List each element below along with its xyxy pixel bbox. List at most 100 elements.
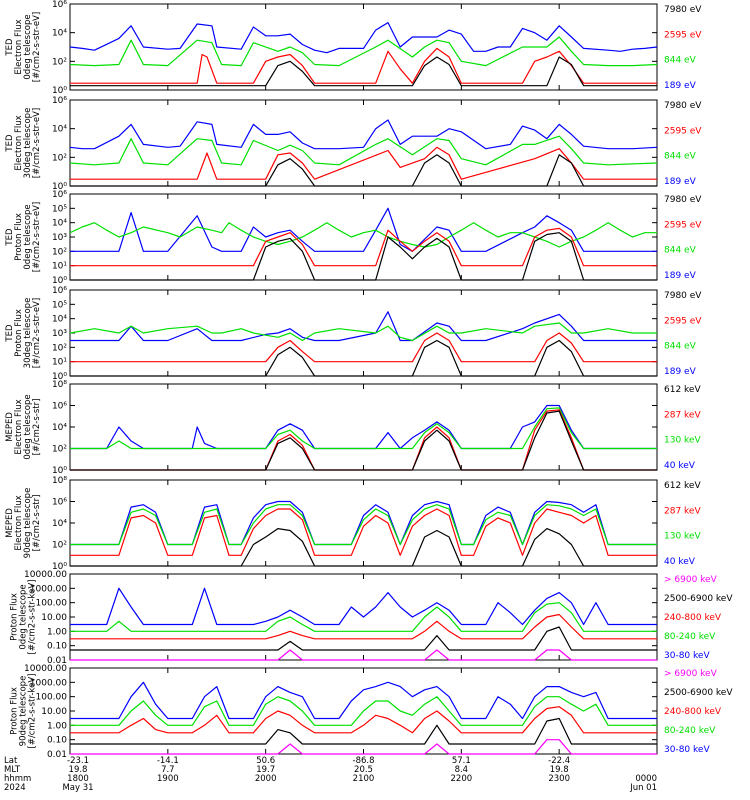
y-tick-label: 10⁰ — [52, 562, 67, 572]
y-tick-label: 10⁶ — [52, 286, 67, 296]
legend-entry: 30-80 keV — [664, 745, 710, 755]
y-tick-label: 0.01 — [47, 750, 67, 760]
y-axis-label: 0deg telescope — [19, 584, 29, 649]
series-line-4 — [70, 154, 657, 187]
y-axis-label: TED — [5, 38, 15, 57]
y-tick-label: 10⁴ — [52, 519, 67, 529]
legend-entry: 189 eV — [664, 81, 697, 91]
x-row-label: Lat — [4, 756, 18, 766]
y-tick-label: 10⁴ — [52, 315, 67, 325]
legend-entry: 287 keV — [664, 410, 701, 420]
legend-entry: 844 eV — [664, 246, 697, 256]
series-line-2 — [70, 504, 657, 546]
x-row-value: Jun 01 — [629, 783, 657, 793]
series-line-2 — [69, 322, 657, 342]
series-line-2 — [70, 696, 657, 726]
series-line-4 — [70, 339, 657, 377]
legend-entry: 130 keV — [664, 532, 701, 542]
legend-entry: 40 keV — [664, 461, 696, 471]
y-axis-label: [#/cm2-s-str] — [32, 399, 42, 456]
chart-panels: 10⁰ 10² 10⁴ 10⁶ TED Electron Flux 0deg telesco… — [5, 0, 733, 760]
legend-entry: 130 keV — [664, 436, 701, 446]
y-tick-label: 10⁰ — [52, 86, 67, 96]
panel-4: 10⁰ 10¹ 10² 10³ 10⁴ 10⁵ 10⁶ TED Proton Flux 30deg… — [5, 286, 702, 382]
series-line-2 — [70, 407, 657, 450]
x-row-value: -22.4 — [548, 756, 570, 766]
legend-entry: 844 eV — [664, 56, 697, 66]
y-tick-label: 10² — [52, 541, 67, 551]
y-tick-label: 10³ — [52, 233, 67, 243]
panel-8: 0.01 0.10 1.00 10.00 100.00 1000.00 10000.00 Pr… — [10, 664, 734, 760]
x-row-value: 2200 — [451, 774, 473, 784]
y-axis-label: 30deg telescope — [23, 298, 33, 369]
series-line-5 — [70, 739, 657, 755]
series-line-3 — [70, 227, 657, 267]
series-line-2 — [69, 135, 658, 166]
y-axis-label: TED — [5, 324, 15, 343]
series-line-4 — [70, 626, 657, 651]
y-tick-label: 10⁰ — [52, 182, 67, 192]
y-tick-label: 10⁶ — [52, 498, 67, 508]
y-tick-label: 10000.00 — [24, 664, 67, 674]
series-line-4 — [70, 527, 657, 567]
legend-entry: 2500-6900 keV — [664, 594, 733, 604]
legend-entry: 7980 eV — [664, 101, 702, 111]
plot-frame — [69, 289, 658, 377]
y-tick-label: 10.00 — [41, 707, 67, 717]
y-tick-label: 1.00 — [47, 627, 67, 637]
y-axis-label: Electron Flux — [14, 115, 24, 170]
y-tick-label: 10⁴ — [52, 219, 67, 229]
legend-entry: 189 eV — [664, 271, 697, 281]
legend-entry: 2595 eV — [664, 316, 702, 326]
x-row-label: 2024 — [4, 783, 26, 793]
panel-7: 0.01 0.10 1.00 10.00 100.00 1000.00 10000.00 Pr… — [10, 570, 734, 666]
y-axis-label: [#/cm2-s-str-eV] — [32, 202, 42, 272]
x-row-value: 2000 — [255, 774, 277, 784]
series-line-2 — [69, 222, 657, 248]
x-row-value: 0000 — [635, 774, 657, 784]
legend-entry: 7980 eV — [664, 291, 702, 301]
x-axis-labels: Lat -23.1 -14.1 50.6 -86.8 57.1 -22.4 MLT 19.8 7.… — [4, 756, 657, 793]
y-tick-label: 10⁶ — [52, 96, 67, 106]
legend-entry: 7980 eV — [664, 195, 702, 205]
legend-entry: 844 eV — [664, 152, 697, 162]
y-axis-label: Proton Flux — [10, 593, 20, 641]
y-tick-label: 10000.00 — [24, 570, 67, 580]
plot-frame — [69, 193, 658, 281]
x-row-label: MLT — [4, 765, 21, 775]
y-tick-label: 10⁵ — [52, 300, 67, 310]
y-axis-label: Proton Flux — [14, 213, 24, 261]
x-row-value: 20.5 — [354, 765, 373, 775]
x-row-value: 57.1 — [452, 756, 471, 766]
x-row-value: May 31 — [62, 783, 93, 793]
legend-entry: 2595 eV — [664, 30, 702, 40]
x-row-label: hhmm — [4, 774, 31, 784]
series-line-4 — [70, 410, 657, 471]
y-axis-label: Proton Flux — [10, 687, 20, 735]
plot-frame — [69, 99, 658, 187]
legend-entry: 2595 eV — [664, 126, 702, 136]
series-line-1 — [70, 311, 657, 342]
legend-entry: 612 keV — [664, 481, 701, 491]
series-line-2 — [69, 36, 658, 67]
legend-entry: 189 eV — [664, 177, 697, 187]
y-axis-label: MEPED — [5, 508, 15, 538]
y-tick-label: 10⁶ — [52, 402, 67, 412]
series-line-4 — [70, 56, 657, 87]
y-tick-label: 10⁴ — [52, 125, 67, 135]
y-axis-label: 90deg telescope — [23, 488, 33, 559]
y-axis-label: Proton Flux — [14, 309, 24, 357]
y-axis-label: Electron Flux — [14, 399, 24, 454]
series-line-3 — [70, 332, 657, 363]
y-tick-label: 100.00 — [36, 693, 68, 703]
series-line-5 — [70, 649, 657, 661]
series-line-3 — [70, 409, 657, 471]
y-tick-label: 10² — [52, 445, 67, 455]
legend-entry: 240-800 keV — [664, 613, 722, 623]
y-axis-label: [#/cm2-s-str] — [32, 495, 42, 552]
y-axis-label: 90deg telescope — [19, 676, 29, 747]
y-tick-label: 10⁶ — [52, 190, 67, 200]
series-line-4 — [70, 232, 657, 281]
y-axis-label: [#/cm2-s-str-eV] — [32, 108, 42, 178]
legend-entry: 7980 eV — [664, 5, 702, 15]
